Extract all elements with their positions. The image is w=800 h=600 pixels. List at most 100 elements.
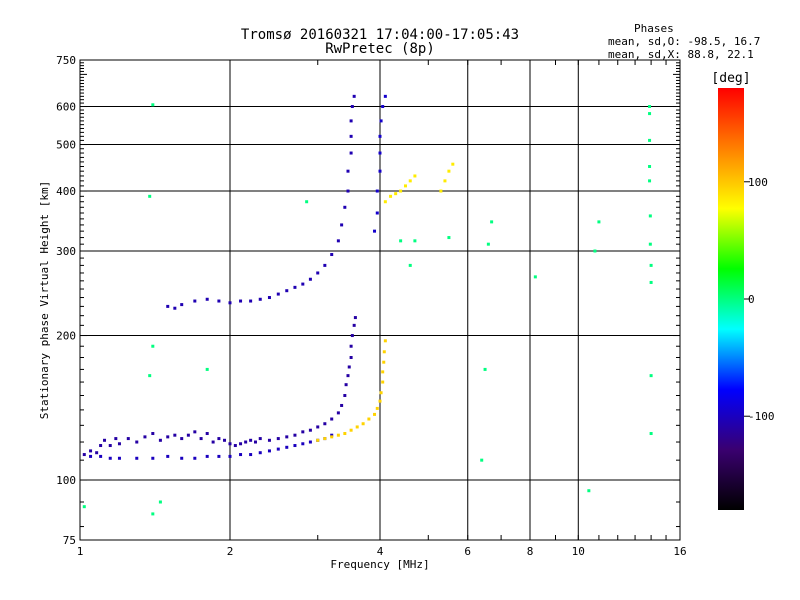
echo-point <box>381 380 385 384</box>
echo-point <box>308 440 312 444</box>
colorbar-label: [deg] <box>711 71 750 86</box>
echo-point <box>403 184 407 188</box>
echo-point <box>483 367 487 371</box>
echo-point <box>378 169 382 173</box>
echo-point <box>239 453 243 457</box>
echo-series <box>82 103 653 516</box>
echo-point <box>648 179 652 183</box>
y-tick-labels: 75 100 200 300 400 500 600 750 <box>56 54 76 547</box>
chart-subtitle: RwPretec (8p) <box>325 41 435 57</box>
echo-point <box>439 189 443 193</box>
echo-point <box>352 94 356 98</box>
echo-point <box>223 438 227 442</box>
echo-point <box>346 374 350 378</box>
echo-point <box>383 200 387 204</box>
echo-point <box>253 440 257 444</box>
echo-point <box>135 440 139 444</box>
y-tick-label: 100 <box>56 474 76 487</box>
echo-point <box>353 316 357 320</box>
colorbar-tick-label: -100 <box>748 410 775 423</box>
x-tick-labels: 1 2 4 6 8 10 16 <box>77 545 687 558</box>
echo-point <box>480 458 484 462</box>
colorbar-tick-label: 100 <box>748 176 768 189</box>
echo-point <box>316 425 320 429</box>
echo-point <box>180 437 184 441</box>
echo-series <box>166 94 356 310</box>
echo-point <box>343 432 347 436</box>
echo-point <box>267 296 271 300</box>
y-tick-label: 300 <box>56 245 76 258</box>
echo-point <box>258 437 262 441</box>
echo-point <box>293 433 297 437</box>
y-tick-label: 500 <box>56 139 76 152</box>
echo-point <box>361 422 365 426</box>
echo-point <box>382 360 386 364</box>
echo-point <box>649 263 653 267</box>
echo-point <box>383 339 387 343</box>
echo-point <box>399 239 403 243</box>
echo-point <box>293 285 297 289</box>
echo-point <box>381 370 385 374</box>
y-tick-label: 600 <box>56 101 76 114</box>
echo-point <box>346 169 350 173</box>
echo-point <box>151 512 155 516</box>
echo-point <box>389 194 393 198</box>
echo-point <box>173 306 177 310</box>
echo-point <box>117 456 121 460</box>
axis-ticks <box>80 60 681 540</box>
echo-point <box>276 447 280 451</box>
echo-point <box>316 271 320 275</box>
echo-point <box>413 174 417 178</box>
echo-point <box>193 299 197 303</box>
echo-point <box>378 134 382 138</box>
y-tick-label: 400 <box>56 185 76 198</box>
echo-point <box>166 304 170 308</box>
echo-point <box>648 105 652 109</box>
echo-point <box>443 179 447 183</box>
echo-point <box>648 214 652 218</box>
echo-point <box>89 454 93 458</box>
echo-point <box>330 417 334 421</box>
echo-point <box>258 451 262 455</box>
x-tick-label: 4 <box>377 545 384 558</box>
echo-point <box>285 289 289 293</box>
echo-point <box>148 194 152 198</box>
echo-point <box>375 211 379 215</box>
echo-point <box>490 220 494 224</box>
grid-lines <box>80 60 680 540</box>
echo-point <box>308 277 312 281</box>
echo-point <box>305 200 309 204</box>
echo-point <box>447 169 451 173</box>
x-axis-label: Frequency [MHz] <box>330 558 429 571</box>
echo-point <box>285 445 289 449</box>
x-tick-label: 10 <box>572 545 585 558</box>
echo-point <box>99 444 103 448</box>
echo-point <box>82 505 86 509</box>
echo-point <box>352 323 356 327</box>
echo-point <box>151 103 155 107</box>
echo-point <box>451 162 455 166</box>
echo-series <box>373 94 387 233</box>
y-tick-label: 75 <box>63 534 76 547</box>
echo-point <box>343 205 347 209</box>
echo-points <box>82 94 653 516</box>
echo-point <box>383 94 387 98</box>
echo-point <box>323 422 327 426</box>
echo-point <box>180 303 184 307</box>
echo-point <box>486 242 490 246</box>
echo-point <box>117 442 121 446</box>
echo-point <box>349 428 353 432</box>
echo-point <box>166 454 170 458</box>
echo-point <box>375 189 379 193</box>
y-axis-label: Stationary phase Virtual Height [km] <box>38 181 51 419</box>
echo-point <box>648 164 652 168</box>
echo-point <box>349 344 353 348</box>
echo-point <box>158 438 162 442</box>
echo-point <box>533 275 537 279</box>
echo-point <box>350 105 354 109</box>
echo-point <box>228 454 232 458</box>
echo-point <box>375 406 379 410</box>
echo-series <box>82 316 357 457</box>
